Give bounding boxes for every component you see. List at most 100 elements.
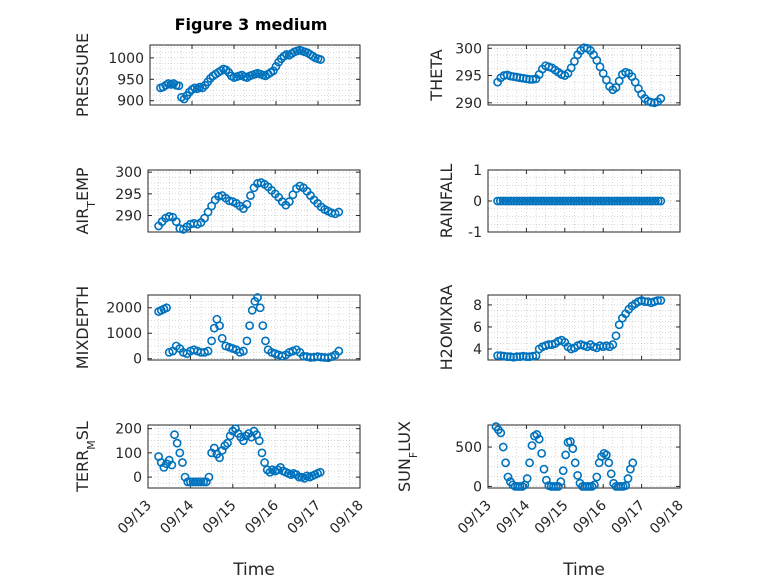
y-tick-label: 0	[473, 194, 482, 210]
data-point	[171, 217, 181, 226]
data-point	[294, 472, 304, 482]
data-point	[527, 441, 537, 450]
data-point	[242, 336, 252, 346]
x-tick-label: 09/13	[115, 498, 155, 538]
data-point	[528, 351, 538, 361]
data-point	[167, 460, 177, 470]
series-markers	[491, 422, 638, 491]
y-tick-label: 1000	[108, 51, 144, 67]
data-point	[602, 196, 611, 206]
data-point	[566, 196, 576, 206]
data-point	[656, 296, 666, 305]
data-point	[258, 321, 268, 330]
y-tick-label: 1000	[106, 326, 142, 342]
data-point	[604, 458, 614, 468]
y-tick-label: 6	[473, 320, 482, 336]
data-point	[593, 196, 603, 206]
series-markers	[493, 43, 666, 108]
x-axis-label: Time	[562, 560, 605, 580]
y-tick-label: 300	[115, 165, 142, 181]
data-point	[588, 196, 598, 206]
y-axis-label: PRESSURE	[73, 33, 92, 117]
series-markers	[493, 196, 666, 206]
data-point	[253, 293, 262, 302]
data-point	[539, 464, 549, 474]
data-point	[276, 54, 286, 64]
y-tick-label: 200	[115, 422, 142, 438]
data-point	[196, 477, 206, 487]
data-point	[536, 196, 546, 206]
y-tick-label: 4	[473, 342, 482, 358]
data-point	[631, 196, 641, 206]
x-tick-label: 09/17	[285, 498, 325, 538]
y-tick-label: 300	[455, 41, 482, 57]
data-point	[650, 196, 660, 206]
y-tick-label: -1	[468, 225, 482, 241]
data-point	[520, 196, 530, 206]
data-point	[515, 352, 525, 362]
data-point	[640, 196, 649, 206]
data-point	[572, 196, 581, 206]
data-point	[629, 196, 638, 206]
y-tick-label: 950	[117, 72, 144, 88]
x-tick-label: 09/16	[242, 497, 282, 537]
data-point	[260, 458, 269, 467]
data-point	[334, 207, 344, 217]
data-point	[596, 196, 606, 206]
data-point	[525, 458, 534, 468]
data-point	[634, 196, 644, 206]
data-point	[556, 477, 566, 487]
series-markers	[493, 296, 666, 362]
data-point	[648, 196, 658, 206]
data-point	[537, 448, 546, 458]
data-point	[498, 442, 508, 452]
data-point	[506, 196, 516, 206]
data-point	[618, 196, 628, 206]
data-point	[498, 196, 508, 206]
data-point	[570, 458, 580, 468]
series-markers	[156, 45, 326, 104]
x-tick-label: 09/17	[609, 498, 649, 538]
y-axis-label: TERRMSL	[73, 421, 98, 493]
data-point	[522, 474, 532, 483]
data-point	[534, 434, 544, 444]
data-point	[585, 196, 595, 206]
data-point	[569, 196, 579, 206]
y-tick-label: 290	[455, 96, 482, 112]
series-markers	[154, 293, 344, 363]
data-point	[590, 480, 599, 490]
data-point	[544, 196, 554, 206]
data-point	[509, 196, 519, 206]
data-point	[217, 333, 227, 343]
data-point	[558, 196, 568, 206]
data-point	[170, 430, 179, 440]
subplot-air-temp: 290 295 300 AIRTEMP	[73, 165, 361, 235]
data-point	[637, 196, 647, 206]
data-point	[503, 472, 513, 482]
data-point	[561, 450, 570, 460]
data-point	[628, 458, 638, 468]
x-axis-label: Time	[232, 560, 275, 580]
data-point	[532, 430, 542, 439]
subplot-pressure: 900 950 1000 PRESSURE	[73, 33, 361, 117]
data-point	[623, 474, 633, 483]
data-point	[623, 196, 633, 206]
data-point	[493, 196, 502, 206]
data-point	[642, 196, 652, 206]
data-point	[504, 196, 513, 206]
data-point	[238, 346, 248, 356]
y-axis-label: SUNFLUX	[395, 421, 420, 492]
x-tick-label: 09/18	[327, 498, 367, 538]
data-point	[215, 453, 224, 463]
data-point	[178, 458, 187, 467]
data-point	[501, 458, 510, 468]
data-point	[612, 196, 622, 206]
y-tick-label: 900	[117, 94, 144, 110]
series-markers	[154, 424, 325, 487]
data-point	[172, 438, 182, 448]
data-point	[246, 191, 255, 200]
data-point	[528, 74, 538, 84]
data-point	[626, 196, 636, 206]
